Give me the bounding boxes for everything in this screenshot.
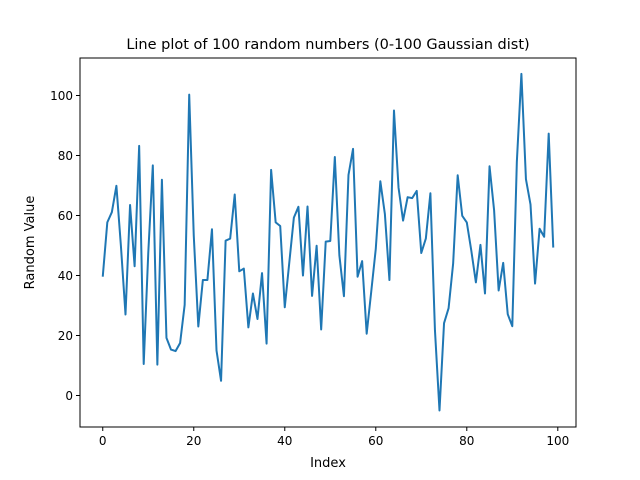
y-tick-label: 80 <box>58 149 73 163</box>
x-tick-label: 20 <box>186 434 201 448</box>
y-tick-label: 0 <box>65 389 73 403</box>
x-tick-label: 100 <box>546 434 569 448</box>
x-axis-label: Index <box>310 456 346 471</box>
chart-title: Line plot of 100 random numbers (0-100 G… <box>126 37 529 53</box>
y-tick-label: 60 <box>58 209 73 223</box>
series-line-0 <box>101 72 555 412</box>
y-axis-label: Random Value <box>23 196 38 290</box>
x-tick-label: 80 <box>459 434 474 448</box>
ticks-layer: 0 20 40 60 80 100 0 20 40 60 80 100 <box>50 89 569 448</box>
y-tick-label: 40 <box>58 269 73 283</box>
y-tick-label: 100 <box>50 89 73 103</box>
y-tick-label: 20 <box>58 329 73 343</box>
plot-frame <box>79 57 577 428</box>
x-tick-label: 40 <box>277 434 292 448</box>
x-tick-label: 60 <box>368 434 383 448</box>
plot-layer <box>101 72 555 412</box>
x-tick-label: 0 <box>99 434 107 448</box>
